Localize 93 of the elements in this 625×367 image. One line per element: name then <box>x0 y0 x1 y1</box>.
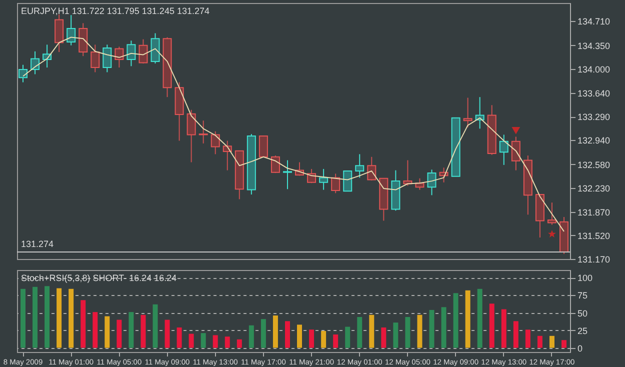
bar <box>393 322 398 348</box>
candlestick <box>282 160 292 190</box>
bar <box>429 310 434 348</box>
bar <box>405 316 410 348</box>
bar <box>501 309 506 348</box>
bar <box>489 304 494 348</box>
candlestick <box>270 155 280 174</box>
candlestick <box>66 14 76 46</box>
bar <box>20 288 26 348</box>
bar <box>236 339 242 348</box>
y-tick-label: 133.640 <box>578 88 610 99</box>
candlestick <box>331 173 340 194</box>
bar <box>32 286 38 348</box>
y-tick-label: 132.580 <box>578 160 610 170</box>
y-tick-label: 133.290 <box>578 112 610 122</box>
y-tick-label: 131.870 <box>578 207 610 218</box>
bar <box>441 307 446 348</box>
y-tick-label: 25 <box>578 326 588 336</box>
y-tick-label: 131.520 <box>578 230 610 241</box>
bar <box>333 334 338 348</box>
bar <box>272 316 278 348</box>
bar <box>309 330 314 348</box>
candlestick <box>78 22 88 57</box>
candlestick <box>114 46 124 68</box>
candlestick <box>547 202 556 226</box>
y-tick-label: 50 <box>578 308 588 318</box>
bar <box>549 336 554 348</box>
chart-title: EURJPY,H1 131.722 131.795 131.245 131.274 <box>21 6 210 16</box>
candlestick <box>126 40 136 67</box>
bar <box>188 334 194 348</box>
candlestick <box>427 169 436 196</box>
bar <box>537 336 542 348</box>
y-tick-label: 0 <box>578 343 583 354</box>
bar <box>224 336 230 348</box>
y-tick-label: 75 <box>578 290 588 301</box>
candlestick <box>150 32 160 64</box>
bar <box>381 327 386 348</box>
bar <box>116 320 122 348</box>
bar <box>212 335 218 348</box>
chart-title: Stoch+RSI(5,3,8) SHORT- 16.24 16.24 <box>21 273 177 283</box>
bar <box>357 316 362 348</box>
bar <box>200 333 206 348</box>
bar <box>561 340 566 348</box>
bar <box>68 288 74 348</box>
bar <box>56 288 62 348</box>
bar <box>104 316 110 348</box>
ref-line-label: 131.274 <box>21 239 54 250</box>
candlestick <box>499 134 508 166</box>
y-tick-label: 134.710 <box>578 16 610 27</box>
bar <box>345 326 350 348</box>
bar <box>44 286 50 348</box>
candlestick <box>463 97 472 128</box>
bar <box>128 312 134 348</box>
bar <box>321 330 326 348</box>
bar <box>513 321 518 348</box>
bar <box>164 320 170 348</box>
candlestick <box>258 136 268 158</box>
bar <box>92 312 98 348</box>
bar <box>369 314 374 348</box>
candlestick <box>307 168 316 184</box>
bar <box>465 290 470 348</box>
candlestick <box>210 130 220 155</box>
candlestick <box>138 38 148 64</box>
y-tick-label: 100 <box>578 273 593 284</box>
candlestick <box>186 109 196 163</box>
candlestick <box>367 156 376 181</box>
candlestick <box>475 96 484 130</box>
bar <box>80 300 86 348</box>
y-tick-label: 134.000 <box>578 64 610 74</box>
bar <box>477 288 482 348</box>
candlestick <box>343 170 352 192</box>
bar <box>152 304 158 348</box>
candlestick <box>319 168 328 190</box>
bar <box>284 321 290 348</box>
bar <box>260 319 266 348</box>
y-tick-label: 132.230 <box>578 183 610 194</box>
bar <box>176 327 182 348</box>
candlestick <box>355 154 364 178</box>
candlestick <box>102 44 112 73</box>
candlestick <box>90 44 100 73</box>
y-tick-label: 134.350 <box>578 40 610 51</box>
bar <box>248 325 254 348</box>
candlestick <box>511 136 520 171</box>
bar <box>453 293 458 348</box>
candlestick <box>198 120 208 144</box>
bar <box>417 314 422 348</box>
bar <box>297 324 302 348</box>
y-tick-label: 131.170 <box>578 254 610 264</box>
bar <box>525 330 530 348</box>
y-tick-label: 132.940 <box>578 136 610 146</box>
candlestick <box>18 64 28 83</box>
bar <box>140 314 146 348</box>
candlestick <box>54 14 64 53</box>
